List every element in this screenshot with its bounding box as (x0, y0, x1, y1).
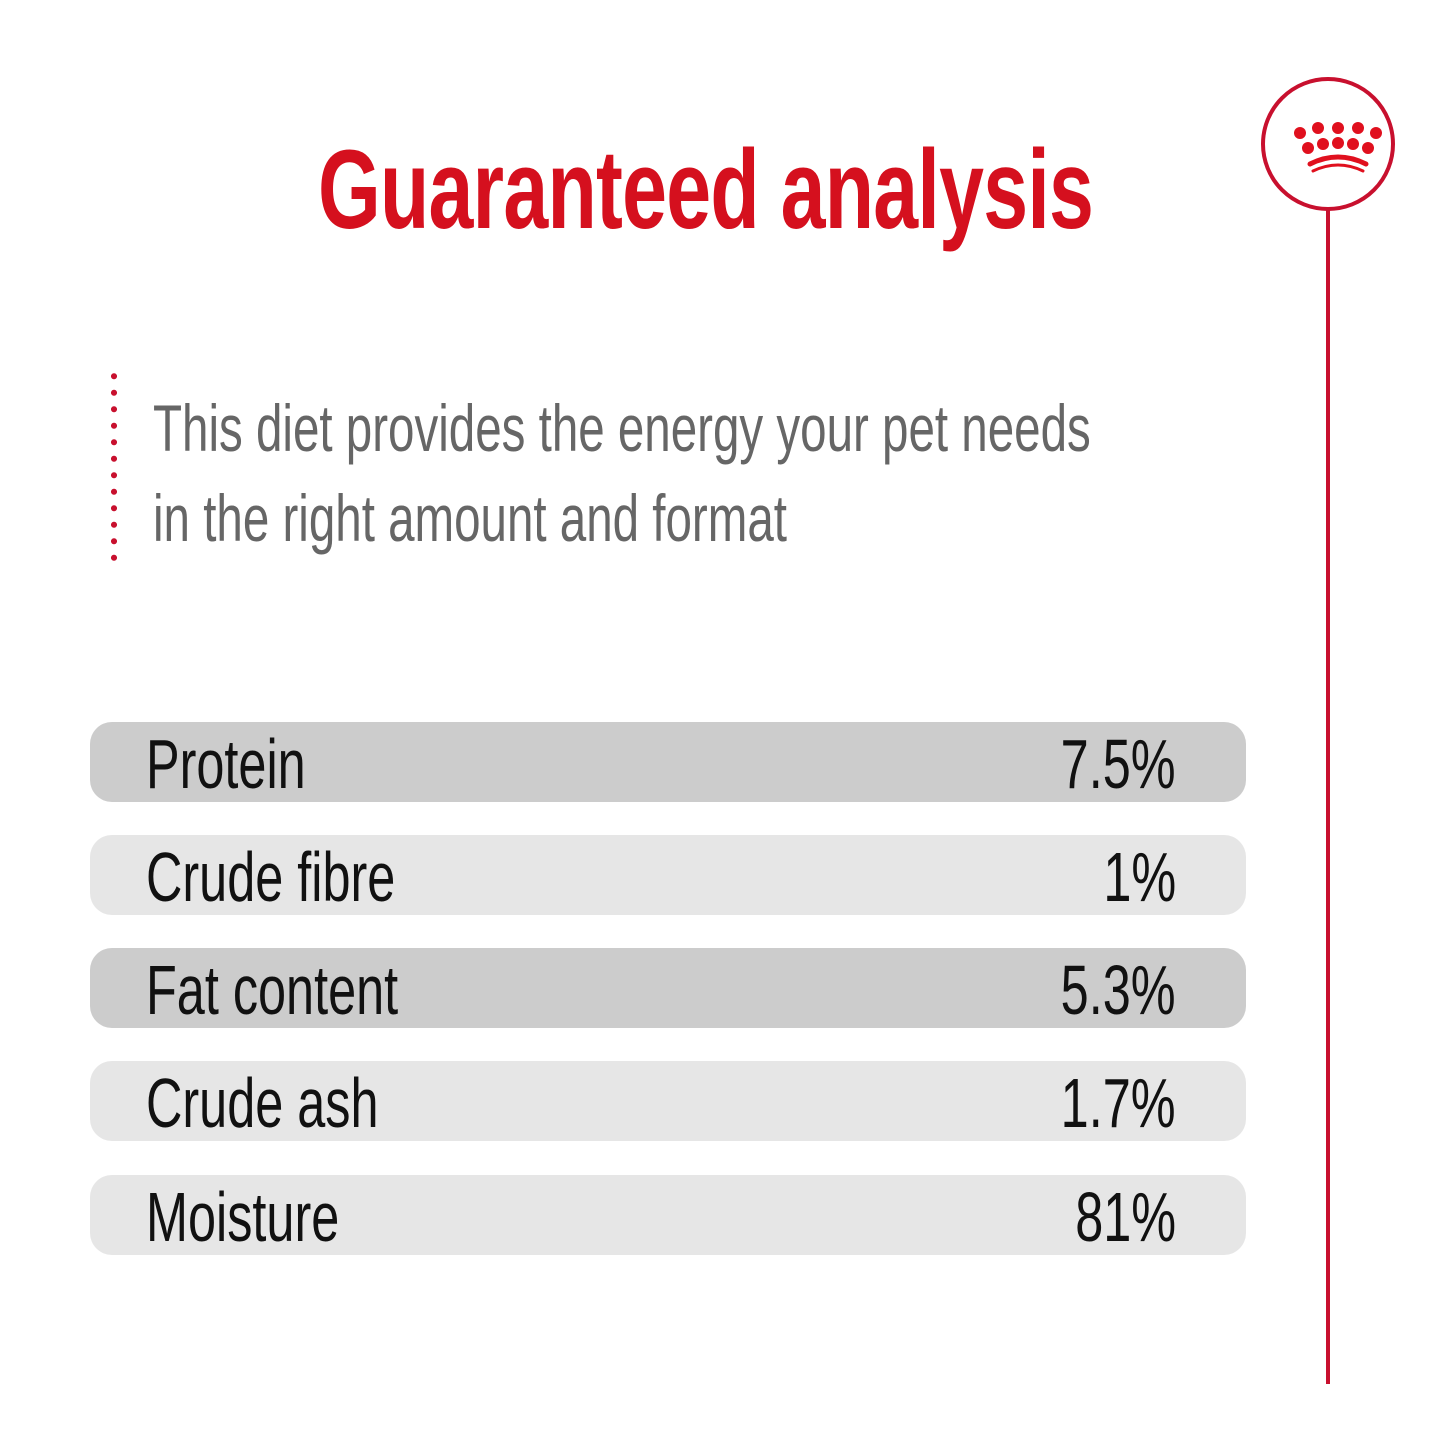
row-label: Protein (146, 725, 306, 803)
crown-icon (1261, 77, 1395, 211)
row-value: 5.3% (1061, 951, 1176, 1029)
row-label: Moisture (146, 1178, 340, 1256)
analysis-row-fat-content: Fat content 5.3% (90, 948, 1246, 1029)
vertical-brand-line (1326, 210, 1330, 1384)
row-label: Crude fibre (146, 838, 396, 916)
row-value: 1% (1103, 838, 1176, 916)
page-title: Guaranteed analysis (318, 127, 1094, 252)
analysis-row-protein: Protein 7.5% (90, 722, 1246, 803)
intro-line-2: in the right amount and format (153, 481, 787, 555)
analysis-row-crude-ash: Crude ash 1.7% (90, 1061, 1246, 1142)
row-label: Crude ash (146, 1064, 379, 1142)
row-value: 7.5% (1061, 725, 1176, 803)
analysis-row-crude-fibre: Crude fibre 1% (90, 835, 1246, 916)
intro-line-1: This diet provides the energy your pet n… (153, 391, 1091, 465)
dotted-divider (111, 368, 117, 568)
row-value: 81% (1075, 1178, 1176, 1256)
analysis-row-moisture: Moisture 81% (90, 1175, 1246, 1256)
row-label: Fat content (146, 951, 399, 1029)
row-value: 1.7% (1061, 1064, 1176, 1142)
